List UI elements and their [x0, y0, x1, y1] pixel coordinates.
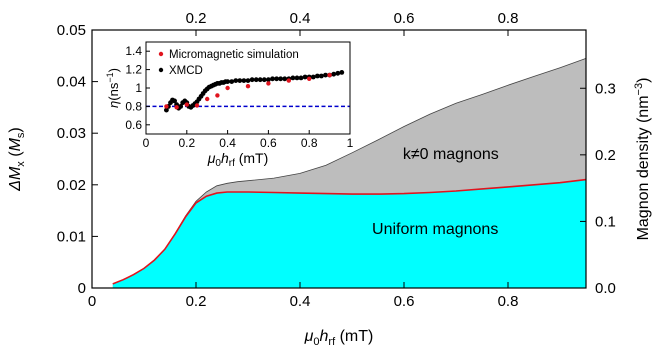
legend-marker-xmcd: [158, 67, 164, 73]
main-ylabel-right: Magnon density (nm−3): [633, 78, 652, 241]
point-xmcd: [261, 77, 267, 83]
point-micromagnetic-simulation: [164, 104, 169, 109]
point-micromagnetic-simulation: [205, 96, 210, 102]
point-micromagnetic-simulation: [225, 85, 230, 91]
main-chart: 0 0.2 0.4 0.6 0.80.2 0.4 0.6 0.800.010.020.030.…: [7, 10, 652, 348]
point-micromagnetic-simulation: [266, 81, 271, 86]
main-annotations-layer: k≠0 magnons Uniform magnons: [372, 146, 499, 238]
main-y-left-tick-label: 0.05: [57, 22, 86, 39]
point-xmcd: [178, 104, 184, 109]
main-x-top-tick-label: 0.2: [186, 10, 207, 27]
point-xmcd: [335, 70, 341, 76]
point-micromagnetic-simulation: [286, 78, 291, 83]
point-xmcd: [266, 77, 271, 83]
inset-y-tick-label: 0.8: [125, 99, 142, 113]
annotation-uniform-magnons: Uniform magnons: [372, 221, 498, 238]
point-xmcd: [278, 76, 283, 82]
main-y-left-tick-label: 0.01: [57, 228, 86, 245]
inset-chart: 0 0.2 0.4 0.6 0.8 1 0.6 0.8 1 1.2 1.4 Micromagneti…: [105, 41, 354, 169]
legend-label-xmcd: XMCD: [169, 65, 203, 77]
main-x-tick-label: 0.6: [394, 293, 415, 310]
point-micromagnetic-simulation: [184, 102, 189, 107]
main-y-left-tick-label: 0.04: [57, 74, 86, 91]
inset-y-tick-label: 1.2: [125, 63, 142, 77]
main-y-right-tick-label: 0.1: [595, 213, 616, 230]
point-xmcd: [282, 76, 288, 82]
inset-x-tick-label: 0.2: [178, 136, 195, 150]
inset-y-tick-label: 0.6: [125, 118, 142, 132]
point-xmcd: [270, 76, 275, 82]
point-xmcd: [253, 77, 259, 83]
annotation-k-0-magnons: k≠0 magnons: [403, 146, 499, 163]
point-xmcd: [298, 75, 304, 81]
inset-ticks-layer: 0 0.2 0.4 0.6 0.8 1 0.6 0.8 1 1.2 1.4: [125, 44, 353, 150]
point-micromagnetic-simulation: [194, 103, 200, 108]
main-x-tick-label: 0: [88, 293, 96, 310]
main-y-left-tick-label: 0.03: [57, 125, 86, 142]
main-x-top-tick-label: 0.8: [498, 10, 519, 27]
main-x-top-tick-label: 0.6: [394, 10, 415, 27]
inset-series-layer: [164, 70, 345, 113]
point-xmcd: [249, 77, 255, 83]
main-plot-frame: [91, 29, 587, 289]
point-xmcd: [241, 78, 247, 83]
legend-label-micromagnetic: Micromagnetic simulation: [169, 49, 299, 61]
main-y-left-tick-label: 0.02: [57, 177, 86, 194]
main-x-tick-label: 0.8: [498, 293, 519, 310]
point-xmcd: [319, 73, 324, 79]
point-xmcd: [237, 78, 243, 83]
main-y-right-tick-label: 0.3: [595, 80, 616, 97]
point-xmcd: [164, 107, 169, 113]
point-micromagnetic-simulation: [327, 72, 332, 78]
inset-x-tick-label: 0.4: [219, 136, 236, 150]
main-series-layer: [112, 58, 587, 289]
point-xmcd: [229, 79, 235, 84]
inset-x-tick-label: 1: [347, 136, 354, 150]
point-xmcd: [323, 72, 328, 78]
main-ticks-layer: 0 0.2 0.4 0.6 0.80.2 0.4 0.6 0.800.010.020.030.…: [57, 10, 616, 310]
point-xmcd: [315, 73, 320, 79]
point-xmcd: [274, 76, 279, 82]
series-area-uniform-magnons: [112, 179, 587, 288]
main-ylabel-left: ΔMx (Ms): [7, 127, 27, 192]
point-xmcd: [339, 70, 345, 75]
main-x-tick-label: 0.2: [186, 293, 207, 310]
main-y-right-tick-label: 0.0: [595, 280, 616, 297]
point-xmcd: [294, 75, 300, 81]
point-xmcd: [331, 71, 337, 77]
point-xmcd: [257, 77, 263, 83]
point-xmcd: [172, 98, 178, 104]
point-xmcd: [225, 79, 231, 84]
inset-x-tick-label: 0: [143, 136, 150, 150]
inset-xlabel: μ0hrf (mT): [207, 150, 269, 169]
point-xmcd: [302, 74, 308, 80]
main-y-right-tick-label: 0.2: [595, 147, 616, 164]
main-x-top-tick-label: 0.4: [290, 10, 311, 27]
inset-y-tick-label: 1: [135, 81, 142, 95]
main-x-tick-label: 0.4: [290, 293, 311, 310]
point-micromagnetic-simulation: [215, 93, 220, 98]
point-xmcd: [245, 78, 251, 83]
point-xmcd: [310, 74, 316, 80]
point-xmcd: [290, 75, 296, 81]
main-xlabel: μ0hrf (mT): [304, 328, 374, 348]
inset-y-tick-label: 1.4: [125, 44, 142, 58]
point-xmcd: [233, 78, 239, 83]
series-line-uniform-magnons: [112, 178, 587, 285]
point-micromagnetic-simulation: [307, 76, 312, 82]
point-micromagnetic-simulation: [245, 84, 251, 89]
inset-x-tick-label: 0.6: [260, 136, 277, 150]
inset-x-tick-label: 0.8: [301, 136, 318, 150]
point-micromagnetic-simulation: [174, 105, 179, 110]
main-y-left-tick-label: 0: [78, 280, 86, 297]
legend-marker-micromagnetic: [158, 51, 164, 57]
inset-ylabel: η(ns−1): [105, 68, 121, 108]
inset-legend: Micromagnetic simulation XMCD: [158, 49, 299, 77]
